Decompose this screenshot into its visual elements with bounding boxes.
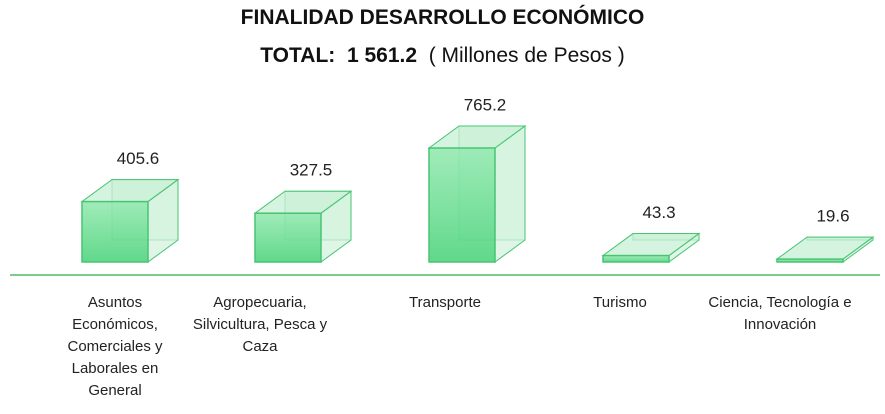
- total-label: TOTAL: 1 561.2: [260, 44, 418, 67]
- bar: [254, 212, 322, 263]
- bar-top: [601, 233, 701, 257]
- unit-label: ( Millones de Pesos ): [428, 44, 625, 67]
- bar-side: [494, 125, 526, 263]
- value-label: 43.3: [642, 203, 675, 222]
- value-label: 327.5: [290, 161, 333, 180]
- x-tick-label: Turismo: [593, 294, 647, 311]
- bar-top: [775, 236, 875, 260]
- value-label: 19.6: [816, 207, 849, 226]
- subtitle: TOTAL: 1 561.2 ( Millones de Pesos ): [0, 44, 885, 68]
- bar: [602, 254, 670, 263]
- value-label: 405.6: [117, 149, 160, 168]
- chart-title: FINALIDAD DESARROLLO ECONÓMICO: [240, 6, 645, 29]
- bar: [776, 258, 844, 263]
- bar: [81, 200, 149, 263]
- x-tick-label: Agropecuaria, Silvicultura, Pesca y Caza: [192, 294, 328, 355]
- bar: [428, 147, 496, 263]
- value-label: 765.2: [464, 95, 507, 114]
- x-tick-label: Transporte: [409, 294, 481, 311]
- x-tick-label: Ciencia, Tecnología e Innovación: [708, 294, 852, 333]
- x-tick-label: Asuntos Económicos, Comerciales y Labora…: [67, 294, 163, 399]
